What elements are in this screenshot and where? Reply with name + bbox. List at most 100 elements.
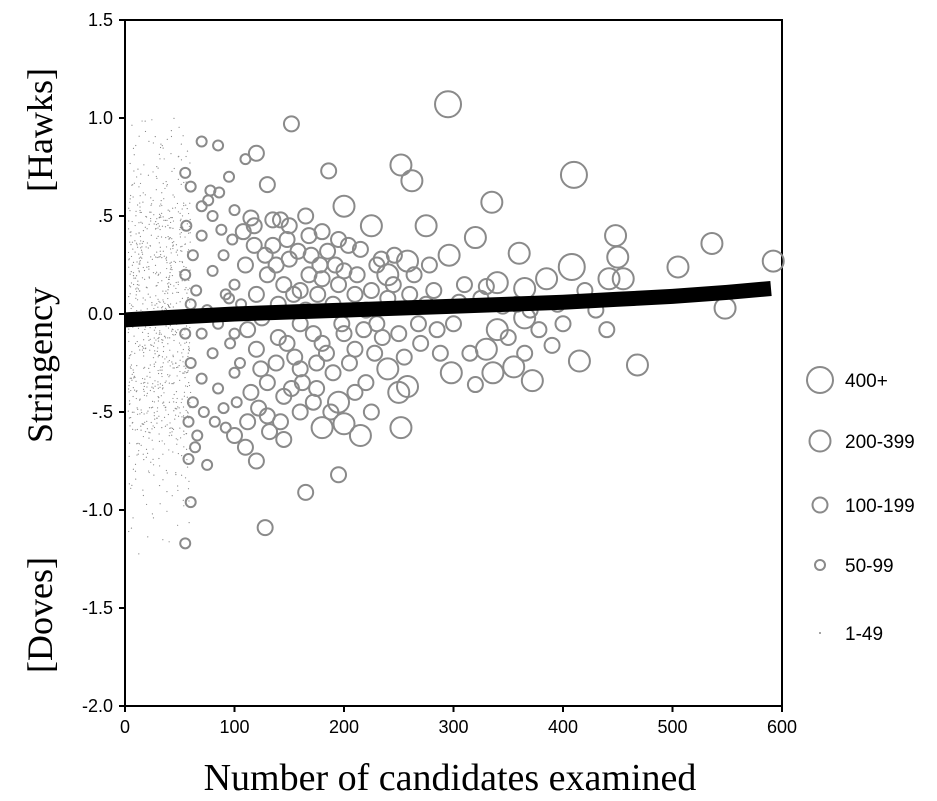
- small-point: [167, 374, 169, 376]
- small-point: [143, 355, 145, 357]
- small-point: [148, 407, 151, 409]
- data-point: [184, 496, 197, 509]
- small-point: [169, 303, 172, 305]
- small-point: [159, 330, 161, 332]
- small-point: [169, 432, 171, 434]
- small-point: [135, 397, 137, 400]
- data-point: [247, 285, 265, 303]
- small-point: [156, 166, 158, 168]
- small-point: [177, 524, 179, 526]
- small-point: [170, 265, 172, 267]
- small-point: [146, 242, 148, 244]
- small-point: [138, 253, 140, 255]
- small-point: [162, 362, 164, 364]
- small-point: [175, 332, 178, 334]
- small-point: [168, 449, 170, 451]
- data-point: [180, 219, 193, 232]
- small-point: [185, 204, 187, 206]
- small-point: [150, 204, 152, 206]
- small-point: [149, 296, 151, 298]
- small-point: [172, 333, 174, 336]
- small-point: [135, 297, 137, 299]
- data-point: [217, 402, 230, 415]
- small-point: [171, 269, 173, 271]
- data-point: [499, 329, 517, 347]
- small-point: [137, 246, 139, 248]
- small-point: [155, 227, 157, 230]
- small-point: [130, 235, 132, 237]
- small-point: [141, 377, 144, 380]
- small-point: [173, 167, 175, 170]
- small-point: [186, 466, 189, 468]
- small-point: [161, 375, 163, 378]
- small-point: [182, 334, 184, 336]
- small-point: [128, 357, 130, 359]
- small-point: [179, 260, 181, 263]
- data-point: [256, 246, 274, 264]
- small-point: [158, 225, 160, 227]
- data-point: [335, 325, 353, 343]
- small-point: [131, 264, 133, 266]
- small-point: [184, 342, 186, 344]
- small-point: [138, 290, 140, 292]
- small-point: [159, 158, 161, 160]
- y-axis-ticks: 1.5 1.0 .5 0.0 -.5 -1.0 -1.5 -2.0: [82, 10, 125, 716]
- small-point: [188, 347, 190, 349]
- small-point: [177, 406, 179, 408]
- data-point: [267, 354, 285, 372]
- small-point: [181, 352, 183, 354]
- small-point: [162, 147, 164, 149]
- small-point: [166, 491, 168, 493]
- small-point: [146, 452, 149, 454]
- small-point: [142, 388, 145, 390]
- small-point: [132, 517, 134, 519]
- data-point: [195, 135, 208, 148]
- data-point: [179, 327, 192, 340]
- legend-label: 400+: [845, 371, 888, 392]
- small-point: [152, 387, 154, 389]
- small-point: [134, 240, 136, 242]
- data-point: [245, 217, 263, 235]
- small-point: [139, 349, 141, 351]
- small-point: [175, 251, 177, 253]
- small-point: [178, 342, 181, 344]
- small-point: [127, 251, 130, 254]
- small-point: [152, 357, 155, 359]
- small-point: [172, 306, 174, 308]
- small-point: [131, 379, 133, 381]
- small-point: [138, 257, 141, 259]
- small-point: [186, 223, 188, 225]
- small-point: [187, 488, 190, 490]
- y-tick-label: -.5: [92, 402, 113, 422]
- small-point: [183, 416, 185, 418]
- small-point: [163, 219, 165, 221]
- small-point: [158, 415, 160, 417]
- data-point: [247, 452, 265, 470]
- small-point: [157, 369, 159, 372]
- small-point: [161, 420, 163, 422]
- small-point: [164, 187, 166, 190]
- x-tick-label: 300: [438, 717, 468, 737]
- small-point: [152, 199, 154, 202]
- x-tick-label: 200: [329, 717, 359, 737]
- data-point: [286, 348, 304, 366]
- small-point: [167, 413, 169, 416]
- small-point: [163, 416, 166, 418]
- small-point: [181, 416, 183, 418]
- small-point: [179, 379, 181, 381]
- data-point: [186, 249, 199, 262]
- small-point: [143, 269, 146, 272]
- small-point: [186, 411, 189, 413]
- small-point: [152, 272, 155, 274]
- small-point: [176, 291, 178, 293]
- small-point: [128, 384, 130, 387]
- small-point: [147, 410, 149, 412]
- small-point: [158, 300, 160, 302]
- small-point: [175, 474, 177, 476]
- small-point: [161, 342, 163, 344]
- small-point: [132, 261, 135, 263]
- small-point: [139, 399, 141, 401]
- small-point: [144, 431, 147, 433]
- small-point: [156, 271, 158, 273]
- small-point: [177, 452, 179, 455]
